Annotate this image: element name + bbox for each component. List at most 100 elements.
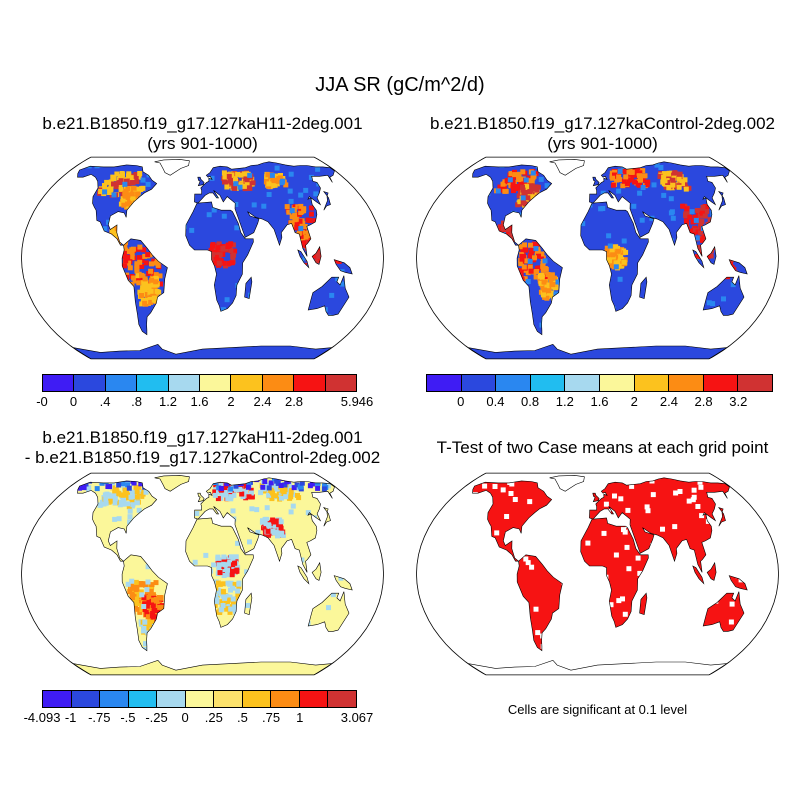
panel4-title-line1: T-Test of two Case means at each grid po… bbox=[436, 438, 769, 457]
map3-greenland-land bbox=[154, 475, 190, 492]
map3-madagascar-coastline bbox=[244, 592, 253, 615]
map3-africa-coastline bbox=[185, 517, 254, 628]
panel2-title: b.e21.B1850.f19_g17.127kaControl-2deg.00… bbox=[415, 114, 790, 154]
map2-borneo-coastline bbox=[706, 245, 717, 265]
cb2-label-7: 2.8 bbox=[694, 394, 713, 409]
map3-britain-coastline bbox=[197, 492, 205, 503]
cb2-label-5: 2 bbox=[630, 394, 638, 409]
cb1-swatch-7 bbox=[261, 374, 295, 392]
map3-greenland-coastline bbox=[154, 475, 190, 492]
panel3-title-line2: - b.e21.B1850.f19_g17.127kaControl-2deg.… bbox=[24, 448, 381, 467]
cb1-label-5: 1.6 bbox=[190, 394, 209, 409]
cb2-label-6: 2.4 bbox=[659, 394, 678, 409]
cb2-swatch-0 bbox=[426, 374, 462, 392]
map1-frame bbox=[21, 156, 384, 360]
cb3-swatch-0 bbox=[42, 690, 72, 708]
cb3-swatch-2 bbox=[99, 690, 129, 708]
cb3-label-1: -1 bbox=[64, 710, 77, 725]
cb1-swatch-1 bbox=[73, 374, 106, 392]
cb3-swatch-9 bbox=[298, 690, 329, 708]
map2-northAmerica-coastline bbox=[472, 164, 553, 246]
map4-southAmerica-land bbox=[517, 554, 563, 651]
cb1-swatch-3 bbox=[136, 374, 169, 392]
map3-antarctica-land bbox=[73, 660, 332, 675]
map4-africa-coastline bbox=[580, 517, 649, 628]
map3-northAmerica-coastline bbox=[77, 480, 158, 562]
panel1-title-line2: (yrs 901-1000) bbox=[147, 134, 258, 153]
colorbar-panel3 bbox=[42, 690, 358, 708]
cb3-swatch-3 bbox=[127, 690, 158, 708]
map3-australia-land bbox=[308, 591, 349, 632]
panel3-title-line1: b.e21.B1850.f19_g17.127kaH11-2deg.001 bbox=[42, 428, 363, 447]
map4-frame bbox=[416, 472, 779, 676]
cb1-label-9: 5.946 bbox=[340, 394, 374, 409]
cb2-label-1: 0.4 bbox=[486, 394, 505, 409]
cb3-swatch-5 bbox=[184, 690, 215, 708]
map3-australia-coastline bbox=[307, 591, 350, 632]
map1-southAmerica-coastline bbox=[121, 238, 168, 336]
cb3-label-10: 3.067 bbox=[340, 710, 374, 725]
map1-newGuinea-coastline bbox=[333, 259, 353, 275]
cb3-label-2: -.75 bbox=[88, 710, 111, 725]
panel2-map bbox=[416, 156, 779, 360]
panel2-title-line1: b.e21.B1850.f19_g17.127kaControl-2deg.00… bbox=[429, 114, 775, 133]
map1-sumatra-coastline bbox=[297, 249, 310, 269]
map2-newGuinea-land bbox=[729, 259, 748, 274]
cb3-label-0: -4.093 bbox=[23, 710, 61, 725]
map1-madagascar-coastline bbox=[244, 276, 253, 299]
cb1-swatch-4 bbox=[167, 374, 201, 392]
map3-newGuinea-coastline bbox=[333, 575, 353, 591]
map2-madagascar-land bbox=[639, 277, 647, 299]
map2-australia-coastline bbox=[702, 275, 745, 316]
cb2-swatch-3 bbox=[529, 374, 566, 392]
cb2-label-0: 0 bbox=[457, 394, 465, 409]
map3-borneo-coastline bbox=[311, 561, 322, 581]
cb2-swatch-1 bbox=[460, 374, 497, 392]
map1-northAmerica-coastline bbox=[77, 164, 158, 246]
cb1-swatch-0 bbox=[42, 374, 75, 392]
cb2-swatch-9 bbox=[737, 374, 773, 392]
map2-greenland-coastline bbox=[549, 159, 585, 176]
cb3-label-4: -.25 bbox=[145, 710, 168, 725]
panel3-title: b.e21.B1850.f19_g17.127kaH11-2deg.001 - … bbox=[15, 428, 390, 468]
cb3-label-7: .5 bbox=[237, 710, 248, 725]
map4-madagascar-coastline bbox=[639, 592, 648, 615]
cb3-label-8: .75 bbox=[262, 710, 281, 725]
cb1-swatch-6 bbox=[230, 374, 263, 392]
map1-greenland-coastline bbox=[154, 159, 190, 176]
panel4-title: T-Test of two Case means at each grid po… bbox=[415, 438, 790, 458]
cb1-label-0: -0 bbox=[36, 394, 48, 409]
map2-antarctica-land bbox=[468, 344, 727, 359]
panel1-map bbox=[21, 156, 384, 360]
map2-japan-coastline bbox=[717, 191, 726, 211]
map2-sumatra-coastline bbox=[692, 249, 705, 269]
cb1-swatch-2 bbox=[104, 374, 138, 392]
cb3-swatch-6 bbox=[213, 690, 243, 708]
cb2-swatch-4 bbox=[564, 374, 600, 392]
cb1-swatch-9 bbox=[324, 374, 358, 392]
panel1-title: b.e21.B1850.f19_g17.127kaH11-2deg.001 (y… bbox=[20, 114, 385, 154]
map4-britain-coastline bbox=[592, 492, 600, 503]
map4-newGuinea-coastline bbox=[728, 575, 748, 591]
cb3-swatch-8 bbox=[270, 690, 300, 708]
cb3-swatch-4 bbox=[156, 690, 186, 708]
map4-sumatra-land bbox=[692, 566, 704, 584]
map3-sumatra-land bbox=[297, 566, 309, 584]
map1-borneo-coastline bbox=[311, 245, 322, 265]
panel4-map bbox=[416, 472, 779, 676]
map4-eurasia-coastline bbox=[589, 477, 730, 573]
map4-greenland-coastline bbox=[549, 475, 585, 492]
map1-madagascar-land bbox=[244, 277, 252, 299]
cb3-swatch-7 bbox=[241, 690, 272, 708]
map4-australia-coastline bbox=[702, 591, 745, 632]
map3-sumatra-coastline bbox=[297, 565, 310, 585]
map2-madagascar-coastline bbox=[639, 276, 648, 299]
cb3-label-9: 1 bbox=[296, 710, 304, 725]
cb2-swatch-7 bbox=[668, 374, 704, 392]
cb2-label-4: 1.6 bbox=[590, 394, 609, 409]
colorbar-panel1 bbox=[42, 374, 358, 392]
map2-britain-coastline bbox=[592, 176, 600, 187]
map2-southAmerica-coastline bbox=[516, 238, 563, 336]
map4-madagascar-land bbox=[639, 593, 647, 615]
cb1-label-3: .8 bbox=[131, 394, 142, 409]
